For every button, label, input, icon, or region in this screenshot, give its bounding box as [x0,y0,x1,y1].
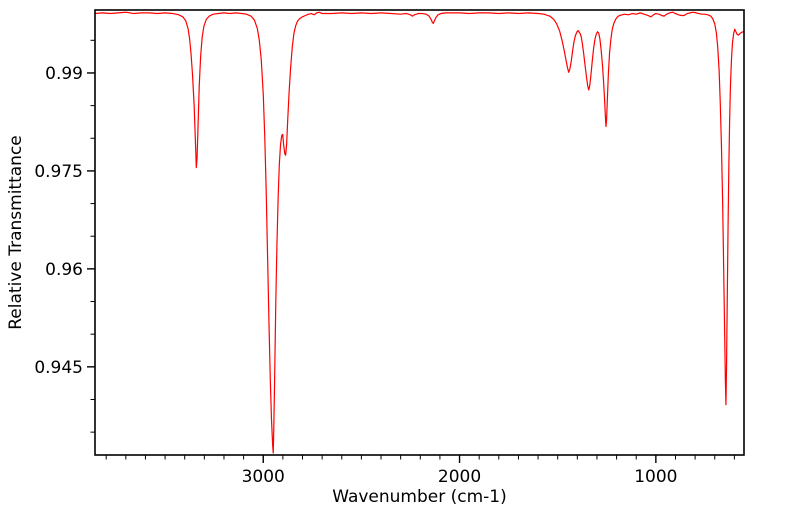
axis-tick-labels: 3000 2000 1000 0.99 0.975 0.96 0.945 [34,64,677,487]
x-tick-label: 2000 [438,467,481,487]
x-axis-label: Wavenumber (cm-1) [332,487,507,507]
y-axis-label: Relative Transmittance [6,135,26,330]
x-tick-label: 1000 [634,467,677,487]
axis-ticks [87,39,735,463]
y-tick-label: 0.99 [45,64,83,84]
plot-frame [94,9,745,456]
y-tick-label: 0.96 [45,260,83,280]
y-tick-label: 0.945 [34,358,83,378]
x-tick-label: 3000 [242,467,285,487]
y-tick-label: 0.975 [34,162,83,182]
spectrum-line [94,11,745,454]
